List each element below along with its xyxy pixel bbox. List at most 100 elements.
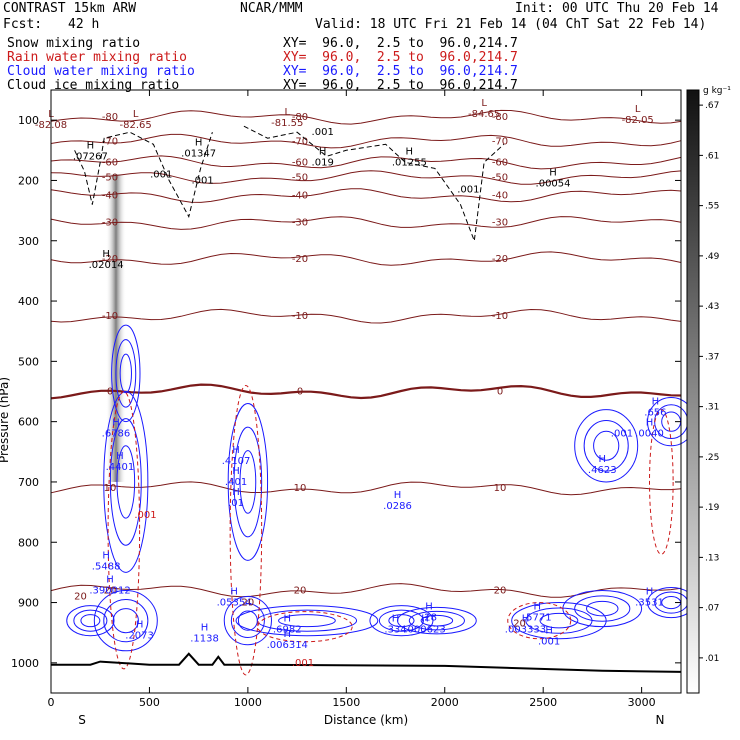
- rain-water-contour: [107, 391, 141, 670]
- extremum-value: .401: [225, 477, 247, 488]
- cloud-water-contour: [369, 605, 434, 637]
- isotherm-label: -80: [492, 112, 508, 123]
- cloud-water-contour: [119, 353, 132, 394]
- chart-header: CONTRAST 15km ARW NCAR/MMM Init: 00 UTC …: [0, 0, 740, 100]
- extremum-letter: H: [598, 454, 606, 465]
- cloud-water-contour: [593, 430, 620, 461]
- extremum-value: .0286: [383, 501, 412, 512]
- isotherm-label: -80: [292, 112, 308, 123]
- colorbar-tick-label: .37: [705, 352, 719, 362]
- cloud-water-contour: [227, 403, 269, 561]
- contour-value-label: .001: [312, 127, 334, 138]
- extremum-letter: H: [116, 451, 124, 462]
- cloud-water-contour: [93, 589, 158, 652]
- cloud-water-contour: [66, 605, 115, 637]
- y-tick-label: 600: [18, 416, 39, 429]
- extremum-letter: H: [646, 418, 654, 429]
- extremum-value: .5771: [523, 613, 552, 624]
- init-time: Init: 00 UTC Thu 20 Feb 14: [515, 1, 719, 16]
- extremum-letter: H: [106, 574, 114, 585]
- cloud-water-contour: [115, 339, 137, 408]
- isotherm-label: -30: [492, 218, 508, 229]
- terrain-profile: [51, 652, 682, 673]
- south-end-label: S: [78, 713, 86, 727]
- isotherm-label: -50: [492, 172, 508, 183]
- y-tick-label: 500: [18, 355, 39, 368]
- colorbar-tick-label: .25: [705, 453, 719, 463]
- extremum-letter: H: [283, 629, 291, 640]
- x-axis-label: Distance (km): [324, 713, 408, 727]
- legend-rain: Rain water mixing ratio: [7, 50, 188, 65]
- cloud-water-contour: [237, 610, 258, 631]
- cloud-water-contours: [66, 324, 696, 652]
- isotherm-label: -40: [492, 191, 508, 202]
- extremum-letter: H: [652, 397, 660, 408]
- extremum-letter: H: [394, 490, 402, 501]
- isotherm-line: [50, 308, 682, 324]
- extremum-letter: H: [283, 614, 291, 625]
- cloud-water-contour: [574, 595, 631, 622]
- isotherm-label: 10: [494, 483, 507, 494]
- extremum-value: -82.65: [120, 120, 152, 131]
- rain-water-contour: [649, 409, 674, 555]
- isotherm-label: -40: [102, 191, 118, 202]
- isotherm-label: -70: [292, 136, 308, 147]
- isotherm-label: -50: [102, 172, 118, 183]
- colorbar-tick-label: .43: [705, 302, 719, 312]
- isotherm-label: 10: [294, 483, 307, 494]
- isotherm-label: -10: [102, 311, 118, 322]
- isotherm-line: [50, 251, 682, 266]
- cloud-water-contour: [73, 609, 108, 632]
- extremum-letter: H: [232, 466, 240, 477]
- x-tick-label: 1500: [332, 696, 360, 709]
- colorbar-tick-label: .61: [705, 151, 719, 161]
- isotherm-label: -70: [492, 136, 508, 147]
- cloud-water-contour: [230, 603, 265, 639]
- extremum-value: .28: [421, 613, 437, 624]
- cloud-water-contour: [574, 409, 639, 483]
- extremum-letter: H: [102, 550, 110, 561]
- isotherm-label: 20: [294, 585, 307, 596]
- contour-value-label: .001: [150, 169, 172, 180]
- rain-water-contours: [107, 384, 674, 676]
- extremum-value: .003333: [505, 625, 546, 636]
- forecast-label: Fcst:: [3, 17, 43, 32]
- extremum-value: .1138: [190, 634, 219, 645]
- extremum-letter: H: [230, 587, 238, 598]
- colorbar-tick-label: .67: [705, 101, 719, 111]
- extremum-value: .001: [538, 637, 560, 648]
- extremum-letter: H: [534, 602, 542, 613]
- north-end-label: N: [656, 713, 665, 727]
- isotherm-label: -20: [102, 254, 118, 265]
- isotherm-line: [50, 109, 682, 125]
- isotherm-line: [50, 583, 682, 598]
- isotherm-line: [50, 188, 682, 203]
- extremum-letter: H: [545, 626, 553, 637]
- extremum-value: .334: [384, 625, 406, 636]
- extremum-value: .5488: [92, 561, 121, 572]
- cloud-water-contour: [408, 610, 465, 631]
- contour-value-label: .001: [134, 510, 156, 521]
- legend-cloud-water-xy: XY= 96.0, 2.5 to 96.0,214.7: [283, 64, 518, 79]
- x-tick-label: 2500: [529, 696, 557, 709]
- extremum-letter: H: [425, 602, 433, 613]
- cloud-ice-contour: [74, 131, 213, 218]
- colorbar-tick-label: .49: [705, 252, 720, 262]
- x-tick-label: 3000: [628, 696, 656, 709]
- colorbar-unit: g kg⁻¹: [703, 86, 731, 96]
- extremum-value: .006314: [267, 640, 308, 651]
- legend-rain-xy: XY= 96.0, 2.5 to 96.0,214.7: [283, 50, 518, 65]
- cloud-water-contour: [586, 600, 619, 617]
- organization: NCAR/MMM: [240, 1, 303, 16]
- extremum-value: -81.55: [271, 118, 303, 129]
- rain-water-contour: [229, 384, 263, 676]
- isotherm-label: -50: [292, 172, 308, 183]
- extremum-letter: H: [406, 146, 414, 157]
- y-tick-label: 200: [18, 174, 39, 187]
- extremum-letter: L: [284, 107, 290, 118]
- contour-value-label: .001: [292, 658, 314, 669]
- extremum-value: .02014: [89, 260, 124, 271]
- cloud-water-contour: [235, 605, 379, 637]
- colorbar-tick-label: .55: [705, 202, 719, 212]
